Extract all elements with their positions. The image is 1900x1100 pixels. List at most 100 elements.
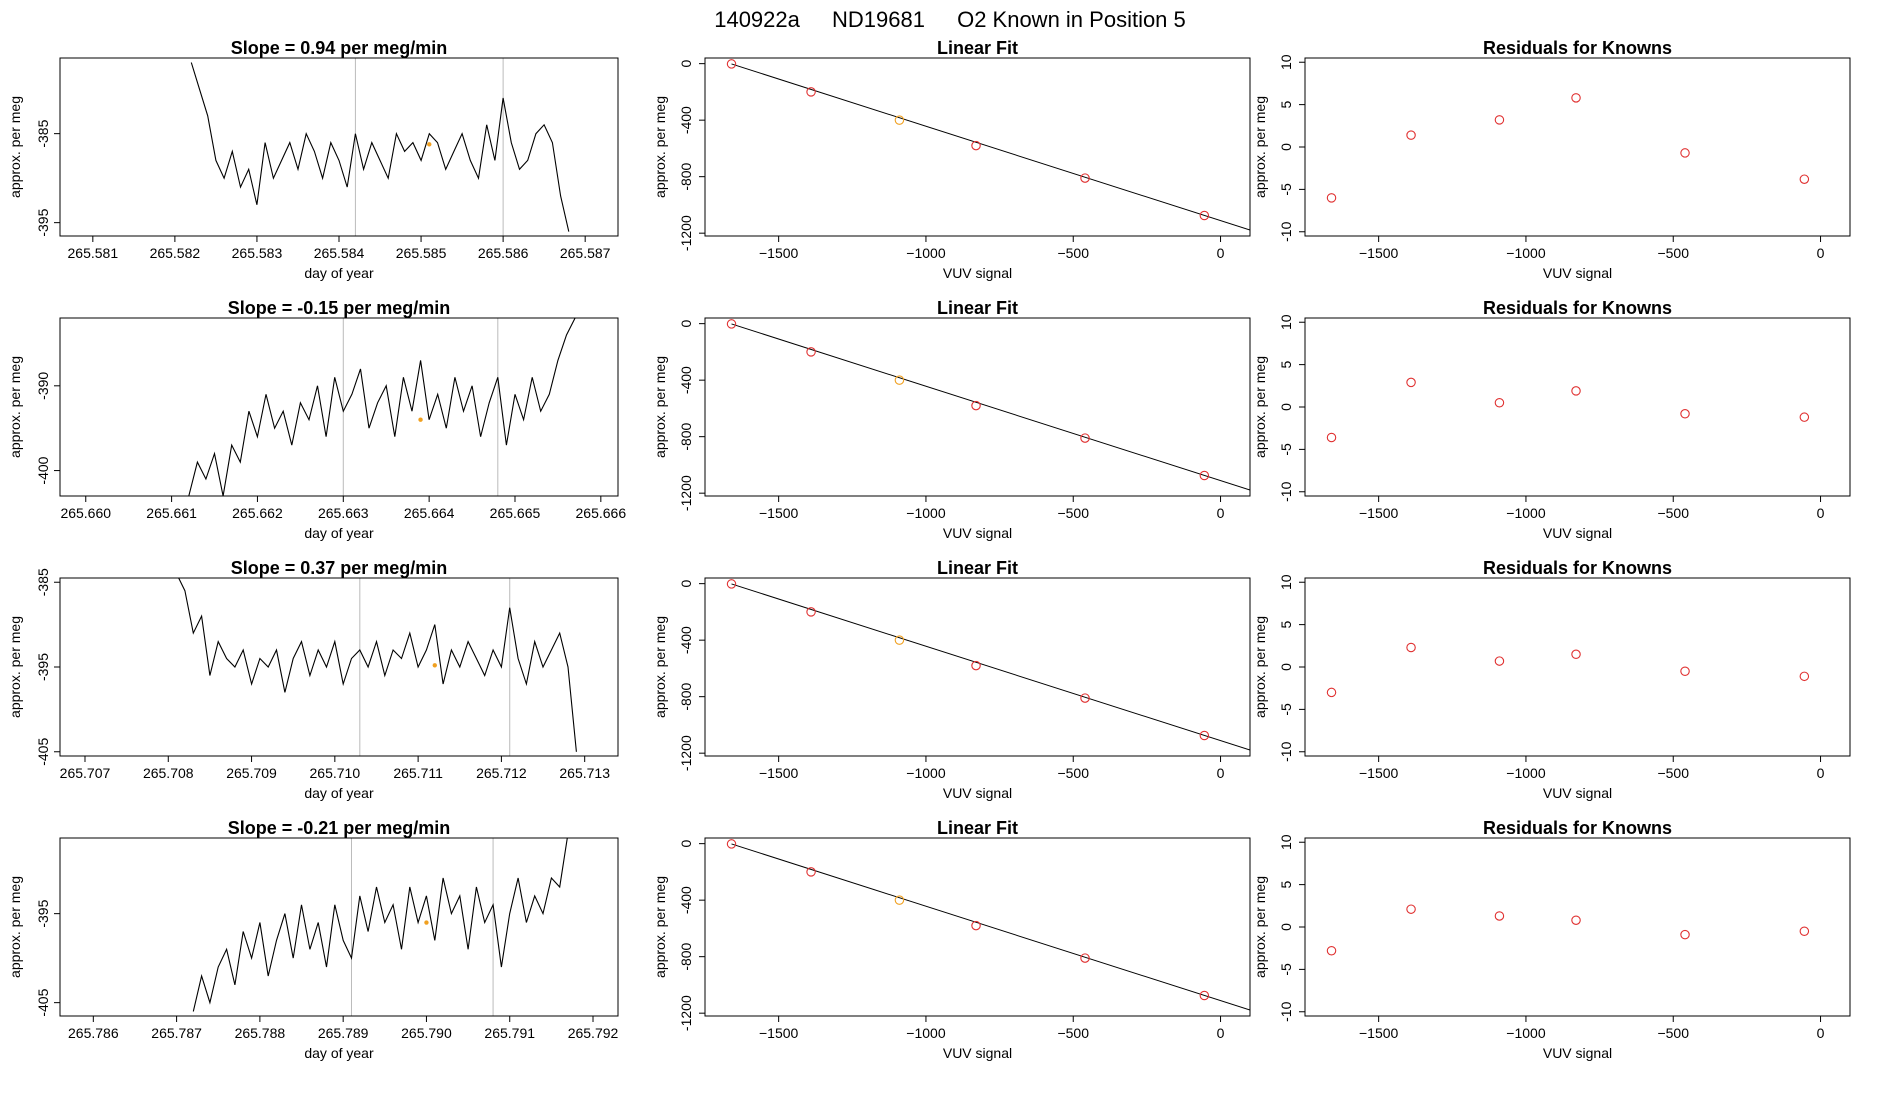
- y-tick-label: -405: [35, 988, 51, 1016]
- fit-line: [731, 843, 1250, 1011]
- y-tick-label: -1200: [678, 475, 694, 511]
- known-point-highlight: [894, 115, 905, 125]
- plot-frame: [704, 57, 1251, 237]
- fit-line: [731, 323, 1250, 491]
- x-tick-label: 265.583: [232, 245, 283, 261]
- x-axis-label: day of year: [304, 525, 374, 541]
- plot-frame: [704, 317, 1251, 497]
- y-tick-label: -5: [1278, 703, 1294, 716]
- known-point: [1494, 656, 1505, 666]
- mean-marker: [424, 920, 429, 925]
- signal-trace: [178, 578, 577, 752]
- panel-title: Slope = -0.15 per meg/min: [228, 298, 451, 318]
- x-axis-label: VUV signal: [1543, 785, 1612, 801]
- x-tick-label: 265.713: [559, 765, 610, 781]
- signal-trace: [188, 318, 576, 496]
- y-tick-label: -5: [1278, 183, 1294, 196]
- y-tick-label: 0: [678, 60, 694, 68]
- signal-trace: [190, 62, 570, 232]
- x-axis-label: VUV signal: [943, 265, 1012, 281]
- x-tick-label: 0: [1217, 245, 1225, 261]
- x-axis-label: day of year: [304, 265, 374, 281]
- known-point-highlight: [894, 895, 905, 905]
- panel-r3-c3: Residuals for Knowns VUV signal approx. pe…: [1252, 558, 1851, 801]
- known-point: [1571, 386, 1581, 396]
- y-tick-label: -395: [35, 208, 51, 236]
- y-tick-label: -10: [1278, 221, 1294, 241]
- x-tick-label: 265.711: [393, 765, 443, 781]
- x-tick-label: 265.789: [318, 1025, 369, 1041]
- known-point: [1571, 93, 1581, 103]
- y-tick-label: 5: [1278, 101, 1294, 109]
- y-tick-label: -400: [678, 106, 694, 134]
- panel-title: Linear Fit: [937, 558, 1018, 578]
- x-tick-label: 265.707: [60, 765, 111, 781]
- known-point: [1326, 432, 1337, 443]
- known-point: [1080, 433, 1090, 443]
- known-point: [806, 867, 816, 877]
- y-tick-label: -5: [1278, 963, 1294, 976]
- y-axis-label: approx. per meg: [1252, 96, 1268, 198]
- panel-title: Linear Fit: [937, 298, 1018, 318]
- panel-r4-c1: Slope = -0.21 per meg/min day of year appr…: [7, 818, 619, 1061]
- known-point: [1571, 915, 1581, 925]
- x-tick-label: 265.710: [310, 765, 361, 781]
- x-tick-label: 0: [1817, 245, 1825, 261]
- known-point: [971, 920, 981, 931]
- panel-title: Linear Fit: [937, 38, 1018, 58]
- known-point: [1680, 929, 1690, 940]
- x-tick-label: −1000: [1506, 505, 1546, 521]
- panel-r1-c2: Linear Fit VUV signal approx. per meg −1500…: [652, 38, 1251, 281]
- plot-frame: [1304, 317, 1851, 497]
- y-tick-label: -800: [678, 682, 694, 710]
- known-point: [1680, 148, 1690, 158]
- known-point: [1199, 990, 1210, 1001]
- y-tick-label: -390: [35, 372, 51, 400]
- y-tick-label: 10: [1278, 834, 1294, 850]
- plot-area: [190, 58, 570, 236]
- panel-r2-c2: Linear Fit VUV signal approx. per meg −1500…: [652, 298, 1251, 541]
- x-tick-label: −500: [1057, 505, 1089, 521]
- x-tick-label: −1500: [759, 505, 799, 521]
- known-point: [726, 319, 737, 329]
- plot-area: [188, 318, 576, 496]
- x-tick-label: −1500: [1359, 245, 1399, 261]
- y-tick-label: -405: [35, 738, 51, 766]
- plot-area: [178, 578, 577, 756]
- y-tick-label: -400: [678, 886, 694, 914]
- plot-frame: [704, 837, 1251, 1017]
- x-tick-label: 265.663: [318, 505, 369, 521]
- y-tick-label: -395: [35, 653, 51, 681]
- plot-frame: [1304, 837, 1851, 1017]
- plot-frame: [59, 317, 619, 497]
- x-tick-label: −500: [1057, 245, 1089, 261]
- x-tick-label: 265.662: [232, 505, 283, 521]
- known-point: [806, 347, 816, 357]
- x-tick-label: 265.587: [560, 245, 611, 261]
- plot-area: [192, 838, 568, 1016]
- known-point: [1199, 470, 1210, 481]
- x-axis-label: VUV signal: [943, 785, 1012, 801]
- known-point: [726, 579, 737, 589]
- signal-trace: [192, 838, 568, 1012]
- x-tick-label: 0: [1217, 1025, 1225, 1041]
- y-tick-label: -5: [1278, 443, 1294, 456]
- y-tick-label: -10: [1278, 481, 1294, 501]
- y-tick-label: -10: [1278, 1001, 1294, 1021]
- x-tick-label: −1500: [759, 1025, 799, 1041]
- panel-title: Slope = 0.37 per meg/min: [231, 558, 448, 578]
- x-tick-label: 265.788: [235, 1025, 286, 1041]
- known-point: [1406, 642, 1416, 653]
- x-tick-label: −1500: [759, 765, 799, 781]
- x-tick-label: 265.708: [143, 765, 194, 781]
- x-tick-label: −1000: [1506, 245, 1546, 261]
- panel-r1-c1: Slope = 0.94 per meg/min day of year appro…: [7, 38, 619, 281]
- known-point: [1080, 173, 1090, 183]
- x-tick-label: −1000: [1506, 765, 1546, 781]
- x-tick-label: 265.581: [68, 245, 119, 261]
- x-tick-label: 0: [1217, 765, 1225, 781]
- x-tick-label: −1000: [906, 1025, 946, 1041]
- panel-r1-c3: Residuals for Knowns VUV signal approx. pe…: [1252, 38, 1851, 281]
- mean-marker: [427, 142, 432, 147]
- x-axis-label: day of year: [304, 1045, 374, 1061]
